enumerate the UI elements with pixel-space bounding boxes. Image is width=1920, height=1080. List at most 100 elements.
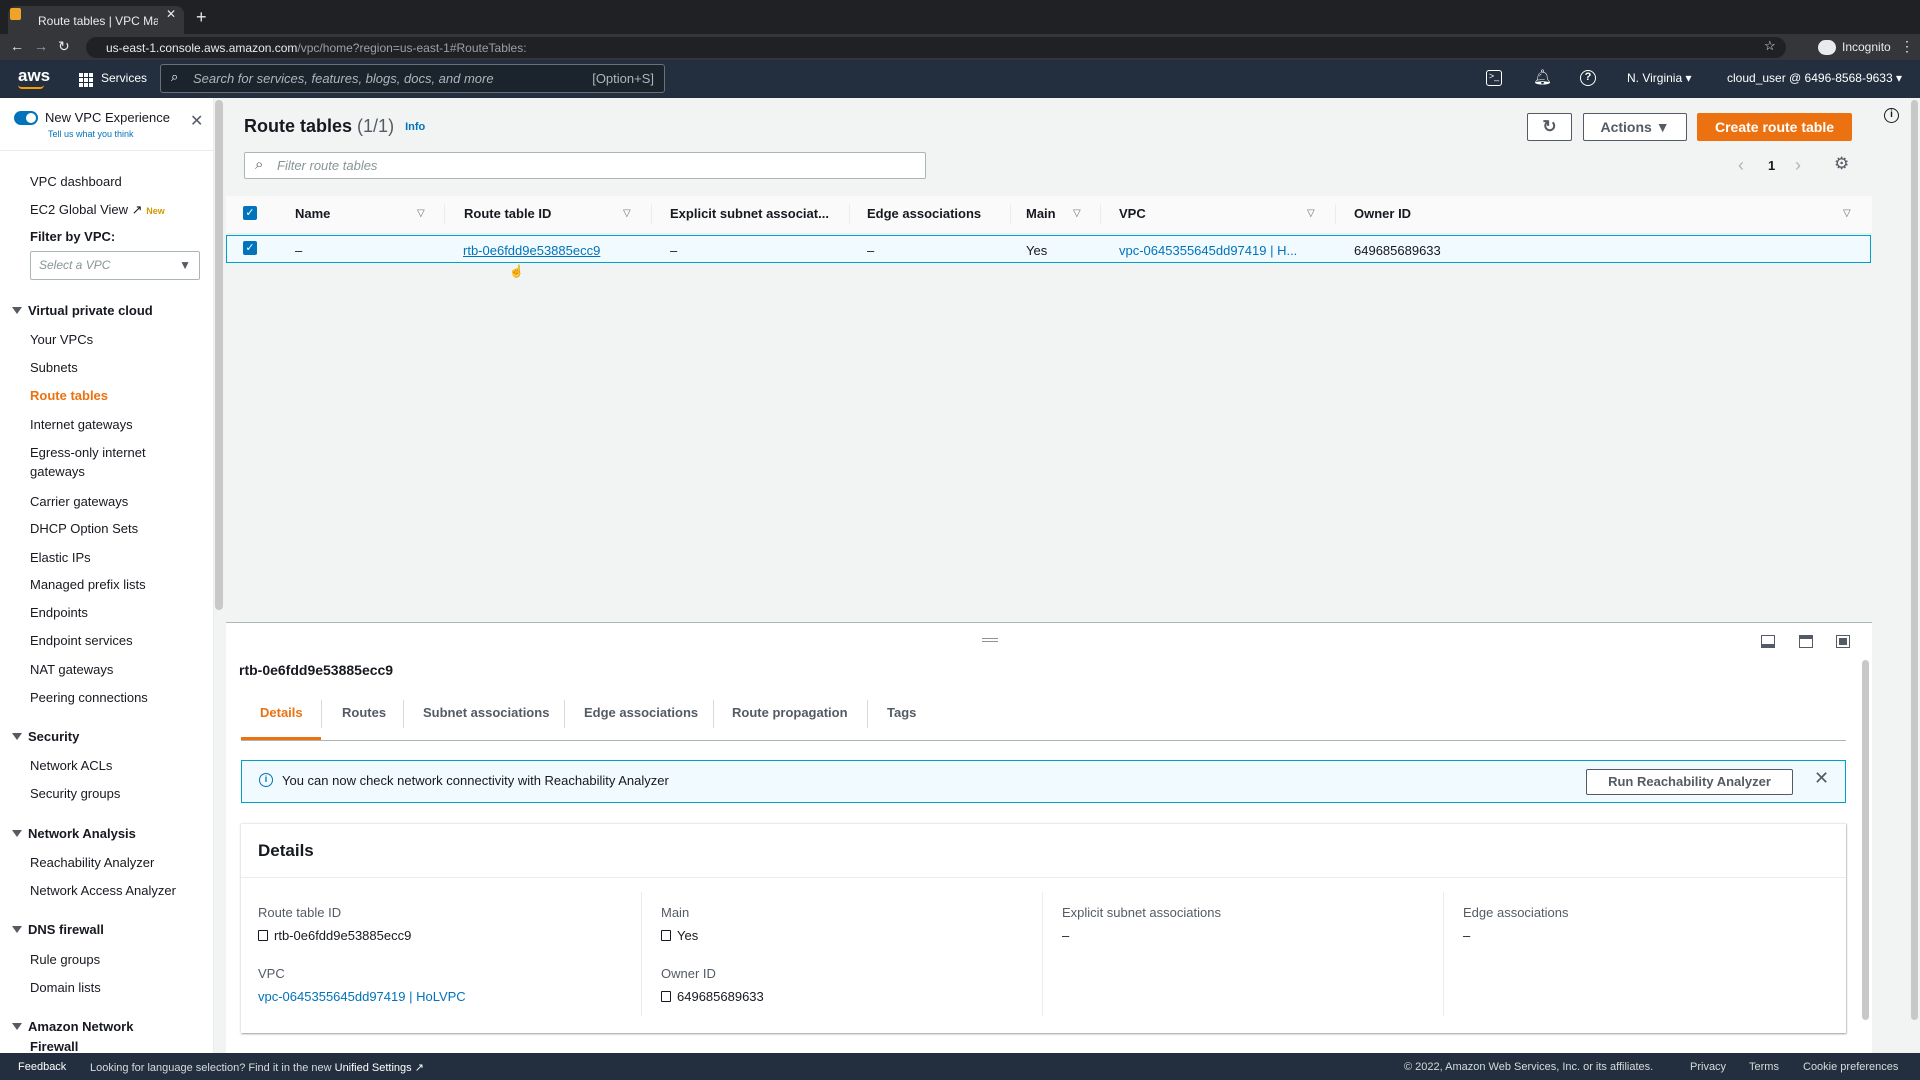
current-page[interactable]: 1	[1768, 158, 1776, 173]
column-header-route-table-id[interactable]: Route table ID	[464, 206, 552, 221]
sidebar-item-ec2-global-view[interactable]: EC2 Global View ↗ New	[30, 202, 165, 218]
sidebar-item-internet-gateways[interactable]: Internet gateways	[30, 417, 133, 432]
sidebar-item-peering-connections[interactable]: Peering connections	[30, 690, 148, 705]
actions-button[interactable]: Actions ▼	[1583, 113, 1687, 141]
page-scrollbar[interactable]	[1911, 100, 1918, 1020]
address-bar[interactable]: us-east-1.console.aws.amazon.com/vpc/hom…	[86, 37, 1786, 58]
sort-icon[interactable]: ▽	[1073, 208, 1081, 219]
next-page-icon[interactable]: ›	[1795, 155, 1801, 175]
sidebar-item-endpoint-services[interactable]: Endpoint services	[30, 633, 133, 648]
sidebar-item-domain-lists[interactable]: Domain lists	[30, 980, 101, 995]
resize-handle[interactable]	[982, 638, 998, 642]
section-network-analysis[interactable]: Network Analysis	[12, 826, 136, 841]
tab-subnet-associations[interactable]: Subnet associations	[423, 705, 550, 720]
sidebar-item-rule-groups[interactable]: Rule groups	[30, 952, 101, 967]
previous-page-icon[interactable]: ‹	[1738, 155, 1744, 175]
new-tab-icon[interactable]: +	[196, 7, 207, 27]
column-header-vpc[interactable]: VPC	[1119, 206, 1146, 221]
sidebar-item-endpoints[interactable]: Endpoints	[30, 605, 88, 620]
sidebar-item-network-access-analyzer[interactable]: Network Access Analyzer	[30, 883, 176, 898]
privacy-link[interactable]: Privacy	[1690, 1061, 1727, 1073]
sidebar-item-dhcp-option-sets[interactable]: DHCP Option Sets	[30, 521, 139, 536]
section-security[interactable]: Security	[12, 729, 79, 744]
close-sidebar-icon[interactable]: ✕	[190, 113, 204, 130]
unified-settings-link[interactable]: Unified Settings	[334, 1062, 412, 1074]
vpc-detail-link[interactable]: vpc-0645355645dd97419 | HoLVPC	[258, 989, 466, 1004]
browser-tab[interactable]: Route tables | VPC Manageme	[8, 6, 184, 34]
run-reachability-analyzer-button[interactable]: Run Reachability Analyzer	[1586, 769, 1793, 795]
sort-icon[interactable]: ▽	[417, 208, 425, 219]
sidebar-item-egress-only-gateways[interactable]: Egress-only internet	[30, 445, 146, 460]
sidebar-item-carrier-gateways[interactable]: Carrier gateways	[30, 494, 129, 509]
sidebar-item-nat-gateways[interactable]: NAT gateways	[30, 662, 114, 677]
tab-edge-associations[interactable]: Edge associations	[584, 705, 699, 720]
copy-icon[interactable]	[258, 930, 268, 941]
aws-logo[interactable]: aws	[18, 66, 51, 85]
account-menu[interactable]: cloud_user @ 6496-8568-9633 ▾	[1727, 71, 1902, 85]
panel-side-icon[interactable]	[1799, 635, 1813, 648]
preferences-gear-icon[interactable]: ⚙	[1834, 154, 1850, 173]
row-checkbox[interactable]: ✓	[243, 241, 257, 255]
copy-icon[interactable]	[661, 930, 671, 941]
info-link[interactable]: Info	[405, 121, 426, 133]
tab-routes[interactable]: Routes	[342, 705, 387, 720]
refresh-button[interactable]: ↻	[1527, 113, 1572, 141]
panel-bottom-icon[interactable]	[1761, 635, 1775, 648]
section-title-line2[interactable]: Firewall	[30, 1039, 79, 1053]
sort-icon[interactable]: ▽	[1307, 208, 1315, 219]
sidebar-item-elastic-ips[interactable]: Elastic IPs	[30, 550, 91, 565]
tab-tags[interactable]: Tags	[887, 705, 917, 720]
sort-icon[interactable]: ▽	[623, 208, 631, 219]
bookmark-star-icon[interactable]: ☆	[1764, 38, 1776, 53]
help-icon[interactable]: ?	[1580, 70, 1596, 86]
panel-scrollbar[interactable]	[1862, 660, 1869, 1020]
sidebar-scrollbar[interactable]	[215, 100, 223, 610]
column-header-edge-associations[interactable]: Edge associations	[867, 206, 982, 221]
vpc-link[interactable]: vpc-0645355645dd97419 | H...	[1119, 243, 1298, 258]
sidebar-item-security-groups[interactable]: Security groups	[30, 786, 121, 801]
route-table-id-link[interactable]: rtb-0e6fdd9e53885ecc9	[463, 243, 601, 258]
sidebar-item-reachability-analyzer[interactable]: Reachability Analyzer	[30, 855, 155, 870]
services-grid-icon[interactable]	[79, 73, 93, 87]
info-panel-icon[interactable]: i	[1884, 108, 1899, 123]
filter-route-tables-input[interactable]: ⌕ Filter route tables	[244, 152, 926, 179]
column-header-main[interactable]: Main	[1026, 206, 1056, 221]
section-amazon-network-firewall[interactable]: Amazon Network	[12, 1019, 133, 1034]
sort-icon[interactable]: ▽	[1843, 208, 1851, 219]
column-header-owner-id[interactable]: Owner ID	[1354, 206, 1412, 221]
dismiss-alert-icon[interactable]: ✕	[1814, 768, 1830, 788]
notifications-bell-icon[interactable]: 🔔︎	[1533, 69, 1553, 86]
close-tab-icon[interactable]: ✕	[166, 7, 177, 21]
cookie-preferences-link[interactable]: Cookie preferences	[1803, 1061, 1899, 1073]
panel-maximize-icon[interactable]	[1836, 635, 1850, 648]
column-header-explicit-subnet[interactable]: Explicit subnet associat...	[670, 206, 829, 221]
sidebar-item-subnets[interactable]: Subnets	[30, 360, 78, 375]
section-virtual-private-cloud[interactable]: Virtual private cloud	[12, 303, 153, 318]
table-row[interactable]	[226, 235, 1871, 263]
sidebar-item-egress-only-gateways-line2[interactable]: gateways	[30, 464, 85, 479]
copy-icon[interactable]	[661, 991, 671, 1002]
sidebar-item-vpc-dashboard[interactable]: VPC dashboard	[30, 174, 122, 189]
back-icon[interactable]: ←	[10, 38, 24, 54]
forward-icon[interactable]: →	[34, 38, 48, 54]
region-selector[interactable]: N. Virginia ▾	[1627, 71, 1692, 85]
feedback-button[interactable]: Feedback	[18, 1061, 67, 1073]
new-experience-toggle[interactable]	[14, 111, 38, 125]
sidebar-item-managed-prefix-lists[interactable]: Managed prefix lists	[30, 577, 146, 592]
sidebar-item-your-vpcs[interactable]: Your VPCs	[30, 332, 94, 347]
service-search-input[interactable]: ⌕ Search for services, features, blogs, …	[160, 64, 665, 93]
section-dns-firewall[interactable]: DNS firewall	[12, 922, 104, 937]
vpc-filter-select[interactable]: Select a VPC ▼	[30, 251, 200, 280]
services-menu[interactable]: Services	[101, 71, 148, 85]
feedback-link[interactable]: Tell us what you think	[48, 129, 134, 139]
create-route-table-button[interactable]: Create route table	[1697, 113, 1852, 141]
sidebar-item-route-tables[interactable]: Route tables	[30, 388, 109, 403]
sidebar-item-network-acls[interactable]: Network ACLs	[30, 758, 113, 773]
browser-menu-icon[interactable]: ⋮	[1900, 38, 1914, 54]
cloudshell-icon[interactable]: >_	[1486, 70, 1502, 86]
column-header-name[interactable]: Name	[295, 206, 331, 221]
terms-link[interactable]: Terms	[1749, 1061, 1779, 1073]
reload-icon[interactable]: ↻	[58, 38, 70, 54]
tab-route-propagation[interactable]: Route propagation	[732, 705, 848, 720]
select-all-checkbox[interactable]: ✓	[243, 206, 257, 220]
